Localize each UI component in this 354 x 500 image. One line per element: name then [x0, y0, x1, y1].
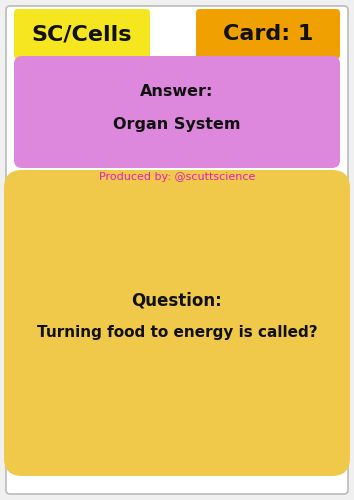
Text: Answer:: Answer: — [140, 84, 214, 100]
FancyBboxPatch shape — [14, 56, 340, 168]
Text: Turning food to energy is called?: Turning food to energy is called? — [37, 324, 317, 340]
FancyBboxPatch shape — [196, 9, 340, 59]
Text: Card: 1: Card: 1 — [223, 24, 313, 44]
FancyBboxPatch shape — [4, 170, 350, 476]
Text: Question:: Question: — [132, 291, 222, 309]
Text: Organ System: Organ System — [113, 116, 241, 132]
Text: SC/Cells: SC/Cells — [32, 24, 132, 44]
FancyBboxPatch shape — [6, 6, 348, 494]
FancyBboxPatch shape — [14, 9, 150, 59]
Text: Produced by: @scuttscience: Produced by: @scuttscience — [99, 172, 255, 182]
